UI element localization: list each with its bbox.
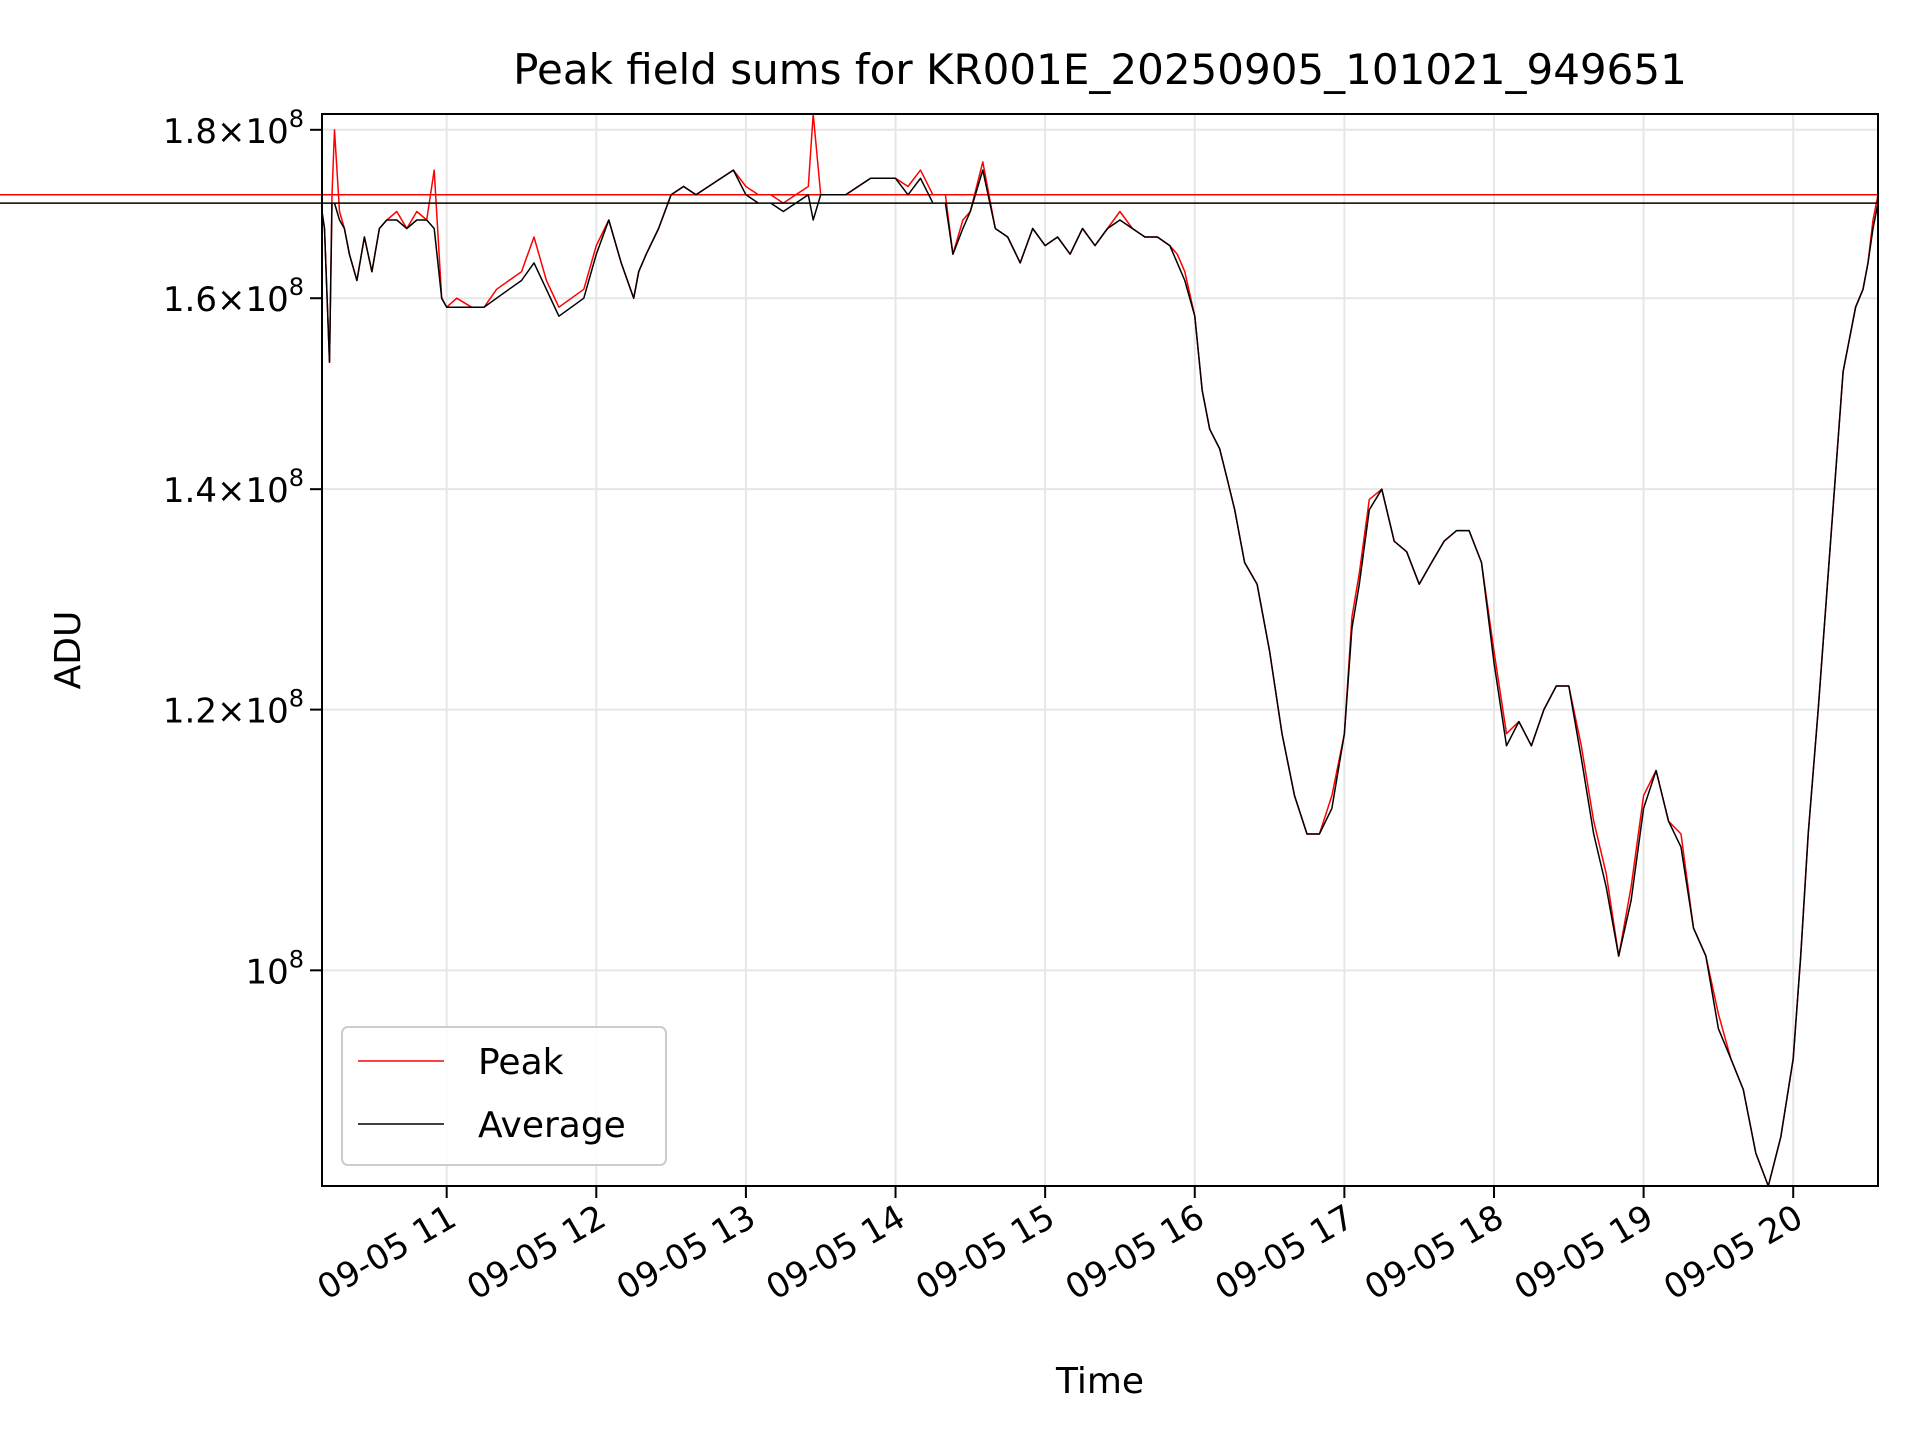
y-tick-times-sign: ×10 (217, 280, 289, 320)
chart-title: Peak field sums for KR001E_20250905_1010… (513, 45, 1687, 94)
y-tick-exponent: 8 (289, 945, 304, 973)
y-tick-mantissa: 1.4 (163, 471, 217, 511)
y-tick-base: 10 (245, 952, 288, 992)
y-tick-label: 1.6×108 (163, 273, 304, 320)
y-tick-exponent: 8 (289, 105, 304, 133)
y-tick-exponent: 8 (289, 685, 304, 713)
y-tick-exponent: 8 (289, 273, 304, 301)
y-tick-times-sign: ×10 (217, 112, 289, 152)
y-tick-label: 108 (245, 945, 304, 992)
y-tick-label: 1.8×108 (163, 105, 304, 152)
legend-label-average: Average (478, 1105, 626, 1146)
y-tick-label: 1.4×108 (163, 464, 304, 511)
chart-legend: Peak Average (341, 1026, 667, 1166)
y-tick-times-sign: ×10 (217, 692, 289, 732)
y-tick-mantissa: 1.8 (163, 112, 217, 152)
y-tick-exponent: 8 (289, 464, 304, 492)
grid-lines (322, 114, 1878, 1186)
y-axis-label: ADU (48, 611, 89, 690)
y-tick-mantissa: 1.2 (163, 692, 217, 732)
plot-area-frame (321, 113, 1879, 1187)
legend-label-peak: Peak (478, 1042, 564, 1083)
y-tick-label: 1.2×108 (163, 685, 304, 732)
y-tick-times-sign: ×10 (217, 471, 289, 511)
x-axis-label: Time (1055, 1361, 1144, 1402)
y-tick-mantissa: 1.6 (163, 280, 217, 320)
